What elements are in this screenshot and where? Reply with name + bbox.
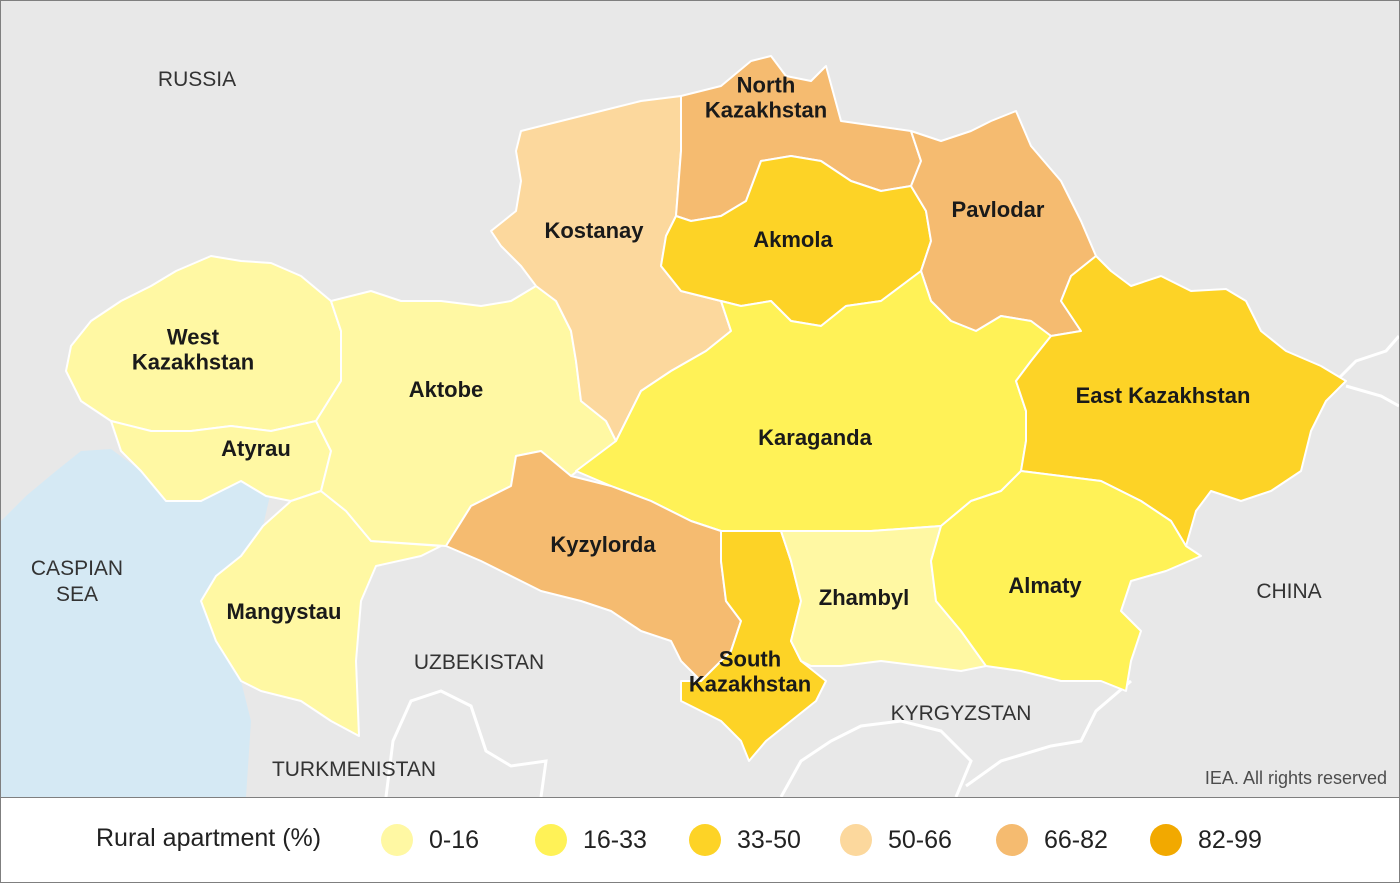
country-caspian-sea-label-line: CASPIAN — [31, 557, 123, 580]
uzbek-turkmen-border — [384, 689, 548, 797]
region-zhambyl-label-line: Zhambyl — [819, 585, 909, 610]
region-atyrau-label-line: Atyrau — [221, 436, 291, 461]
region-kostanay-label-line: Kostanay — [544, 218, 644, 243]
legend-item-82-99: 82-99 — [1150, 824, 1262, 856]
legend-swatch-82-99 — [1150, 824, 1182, 856]
country-kyrgyzstan-label: KYRGYZSTAN — [891, 702, 1032, 725]
region-west-kazakhstan-label-line: West — [167, 325, 220, 350]
legend-item-16-33: 16-33 — [535, 824, 647, 856]
china-east-border — [1345, 384, 1399, 408]
region-south-kazakhstan-label-line: Kazakhstan — [689, 672, 811, 697]
region-labels: West KazakhstanAtyrauMangystauAktobeKosta… — [132, 73, 1251, 697]
region-aktobe-label-line: Aktobe — [409, 377, 484, 402]
country-kyrgyzstan-label-line: KYRGYZSTAN — [891, 702, 1032, 725]
region-akmola-label: Akmola — [753, 227, 833, 252]
region-north-kazakhstan-label-line: Kazakhstan — [705, 98, 827, 123]
copyright-notice: IEA. All rights reserved — [1204, 768, 1387, 788]
region-west-kazakhstan-label: West Kazakhstan — [132, 325, 254, 375]
regions-layer — [65, 55, 1347, 762]
region-kostanay-label: Kostanay — [544, 218, 644, 243]
region-aktobe-label: Aktobe — [409, 377, 484, 402]
region-west-kazakhstan-label-line: Kazakhstan — [132, 350, 254, 375]
legend-label-16-33: 16-33 — [583, 825, 647, 854]
region-north-kazakhstan-label: North Kazakhstan — [705, 73, 827, 123]
legend-label-33-50: 33-50 — [737, 825, 801, 854]
country-turkmenistan-label-line: TURKMENISTAN — [272, 758, 436, 781]
country-china-label-line: CHINA — [1256, 580, 1321, 603]
kazakhstan-map: RUSSIA CASPIAN SEA UZBEKISTAN TURKMENISTAN KY… — [1, 1, 1399, 797]
region-east-kazakhstan[interactable] — [1015, 255, 1347, 547]
uzbek-kyrgyz-border — [779, 719, 973, 797]
country-uzbekistan-label-line: UZBEKISTAN — [414, 651, 544, 674]
legend-item-66-82: 66-82 — [996, 824, 1108, 856]
region-south-kazakhstan-label-line: South — [719, 647, 781, 672]
region-almaty-label-line: Almaty — [1008, 573, 1082, 598]
region-almaty-label: Almaty — [1008, 573, 1082, 598]
legend-label-82-99: 82-99 — [1198, 825, 1262, 854]
region-karaganda-label-line: Karaganda — [758, 425, 872, 450]
country-russia-label-line: RUSSIA — [158, 68, 236, 91]
caspian-sea-area — [1, 449, 271, 797]
region-atyrau-label: Atyrau — [221, 436, 291, 461]
country-turkmenistan-label: TURKMENISTAN — [272, 758, 436, 781]
legend-title: Rural apartment (%) — [96, 824, 322, 852]
region-kyzylorda-label: Kyzylorda — [550, 532, 656, 557]
country-uzbekistan-label: UZBEKISTAN — [414, 651, 544, 674]
region-kyzylorda-label-line: Kyzylorda — [550, 532, 656, 557]
country-borders — [384, 335, 1399, 797]
legend-item-33-50: 33-50 — [689, 824, 801, 856]
kyrgyz-china-border — [965, 679, 1132, 788]
china-northeast-border — [1334, 335, 1399, 383]
region-east-kazakhstan-label: East Kazakhstan — [1076, 383, 1251, 408]
region-mangystau-label-line: Mangystau — [227, 599, 342, 624]
country-china-label: CHINA — [1256, 580, 1321, 603]
legend-swatch-16-33 — [535, 824, 567, 856]
region-pavlodar-label: Pavlodar — [952, 197, 1045, 222]
region-zhambyl-label: Zhambyl — [819, 585, 909, 610]
country-labels: RUSSIA CASPIAN SEA UZBEKISTAN TURKMENISTAN KY… — [31, 68, 1322, 781]
legend-swatch-33-50 — [689, 824, 721, 856]
legend-label-50-66: 50-66 — [888, 825, 952, 854]
legend-swatch-0-16 — [381, 824, 413, 856]
region-almaty[interactable] — [930, 470, 1202, 692]
country-russia-label: RUSSIA — [158, 68, 236, 91]
legend-item-50-66: 50-66 — [840, 824, 952, 856]
region-pavlodar-label-line: Pavlodar — [952, 197, 1045, 222]
region-karaganda-label: Karaganda — [758, 425, 872, 450]
legend-swatch-66-82 — [996, 824, 1028, 856]
country-caspian-sea-label-line: SEA — [56, 583, 98, 606]
legend-label-66-82: 66-82 — [1044, 825, 1108, 854]
region-mangystau-label: Mangystau — [227, 599, 342, 624]
region-north-kazakhstan-label-line: North — [737, 73, 796, 98]
region-south-kazakhstan-label: South Kazakhstan — [689, 647, 811, 697]
region-akmola-label-line: Akmola — [753, 227, 833, 252]
legend-label-0-16: 0-16 — [429, 825, 480, 854]
region-east-kazakhstan-label-line: East Kazakhstan — [1076, 383, 1251, 408]
map-canvas: RUSSIA CASPIAN SEA UZBEKISTAN TURKMENISTAN KY… — [1, 55, 1399, 797]
country-caspian-sea-label: CASPIAN SEA — [31, 557, 123, 606]
legend-swatch-50-66 — [840, 824, 872, 856]
legend-item-0-16: 0-16 — [381, 824, 479, 856]
legend: Rural apartment (%) 0-16 16-33 33-50 50-… — [1, 797, 1399, 882]
